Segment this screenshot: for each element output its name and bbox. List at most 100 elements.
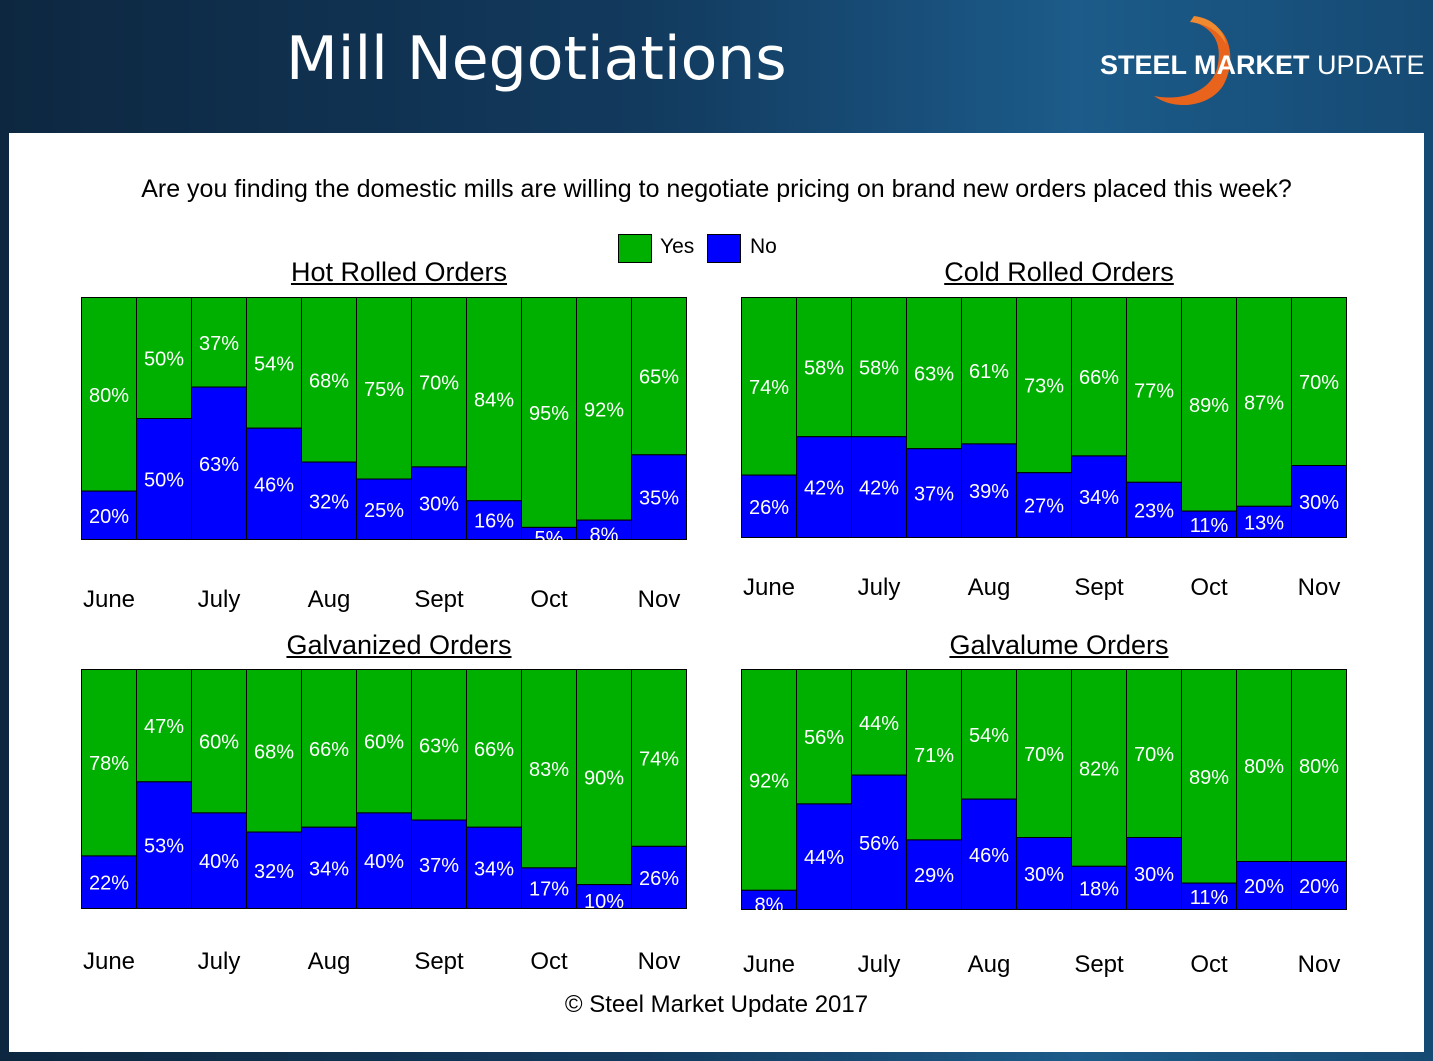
bar-no-3 [906,839,962,910]
month-label-1: July [198,586,241,613]
chart-cold-rolled-svg: 74% 26% 58% 42% 58% 42% 63% 37% 61% 39% 73% 27% 66% 3… [741,297,1347,601]
label-yes-10: 65% [639,367,679,389]
label-yes-6: 66% [1079,367,1119,389]
bar-yes-6 [1071,669,1127,867]
bar-yes-8 [521,669,577,869]
month-label-0: June [83,586,135,613]
month-label-0: June [743,951,795,978]
month-label-2: Aug [968,574,1011,601]
label-no-3: 37% [914,484,954,506]
chart-galvalume-svg: 92% 8% 56% 44% 44% 56% 71% 29% 54% 46% 70% 30% 82% 18… [741,669,1347,978]
label-no-8: 11% [1190,515,1229,537]
label-no-9: 10% [584,891,624,913]
label-no-3: 29% [914,865,954,887]
month-label-4: Oct [530,586,568,613]
bar-no-1 [796,803,852,910]
label-yes-6: 82% [1079,758,1119,780]
bar-no-6 [1071,865,1127,911]
label-no-7: 23% [1134,500,1174,522]
bar-yes-4 [961,297,1017,445]
bar-yes-7 [1126,297,1182,483]
label-yes-0: 78% [89,753,129,775]
label-yes-9: 92% [584,399,624,421]
label-yes-0: 74% [749,377,789,399]
bar-no-9 [1236,861,1292,910]
bar-no-5 [356,812,412,909]
label-yes-4: 61% [969,361,1009,383]
bar-no-7 [1126,481,1182,539]
label-no-8: 11% [1190,887,1229,909]
logo-wordmark: STEEL MARKET UPDATE [1100,50,1425,81]
bar-no-6 [411,819,467,910]
logo-light-text: UPDATE [1317,50,1425,80]
bar-yes-7 [466,669,522,828]
label-yes-4: 54% [969,725,1009,747]
label-no-10: 20% [1299,876,1339,898]
label-yes-0: 80% [89,385,129,407]
chart-galvanized-svg: 78% 22% 47% 53% 60% 40% 68% 32% 66% 34% 60% 40% 63% 3… [81,669,687,975]
label-yes-9: 80% [1244,756,1284,778]
label-no-4: 32% [309,491,349,513]
label-no-4: 39% [969,481,1009,503]
bar-yes-4 [961,669,1017,800]
label-no-1: 42% [804,478,844,500]
label-yes-5: 70% [1024,744,1064,766]
bar-no-10 [1291,861,1347,910]
label-yes-6: 70% [419,373,459,395]
bar-no-0 [81,490,137,541]
bar-no-2 [851,774,907,910]
month-label-4: Oct [530,948,568,975]
bar-no-6 [1071,455,1127,538]
bar-yes-0 [741,669,797,891]
bar-no-1 [136,781,192,909]
chart-title-cold-rolled: Cold Rolled Orders [944,257,1174,287]
label-yes-5: 60% [364,732,404,754]
month-label-1: July [198,948,241,975]
label-yes-8: 83% [529,759,569,781]
month-label-2: Aug [308,586,351,613]
bar-yes-3 [246,297,302,429]
month-label-4: Oct [1190,951,1228,978]
survey-question: Are you finding the domestic mills are w… [141,175,1292,203]
bar-no-2 [191,386,247,541]
label-yes-2: 58% [859,358,899,380]
bar-no-3 [246,831,302,910]
label-yes-1: 50% [144,349,184,371]
bar-no-4 [961,443,1017,538]
label-yes-3: 63% [914,364,954,386]
bar-yes-0 [81,669,137,857]
label-yes-7: 66% [474,739,514,761]
bar-no-2 [851,436,907,538]
month-label-3: Sept [1074,951,1124,978]
label-no-0: 20% [89,506,129,528]
label-no-5: 25% [364,500,404,522]
bar-no-10 [1291,465,1347,538]
month-label-5: Nov [638,948,681,975]
label-no-10: 35% [639,488,679,510]
label-yes-9: 90% [584,768,624,790]
bar-yes-10 [1291,669,1347,862]
label-yes-7: 84% [474,390,514,412]
label-no-7: 30% [1134,864,1174,886]
bar-no-0 [81,855,137,909]
month-label-1: July [858,951,901,978]
month-label-3: Sept [414,948,464,975]
bar-yes-5 [1016,669,1072,838]
label-no-9: 20% [1244,876,1284,898]
label-no-5: 40% [364,851,404,873]
label-no-8: 17% [529,879,569,901]
label-no-5: 30% [1024,864,1064,886]
bar-yes-1 [796,669,852,805]
label-no-0: 22% [89,873,129,895]
label-no-9: 8% [590,524,619,546]
bar-no-2 [191,812,247,909]
label-yes-10: 80% [1299,756,1339,778]
bar-no-7 [466,826,522,910]
chart-title-hot-rolled: Hot Rolled Orders [290,257,508,287]
month-label-1: July [858,574,901,601]
label-no-6: 18% [1079,878,1119,900]
bar-yes-9 [576,669,632,886]
bar-yes-8 [521,297,577,528]
label-no-0: 8% [755,894,784,916]
bar-yes-9 [1236,669,1292,862]
